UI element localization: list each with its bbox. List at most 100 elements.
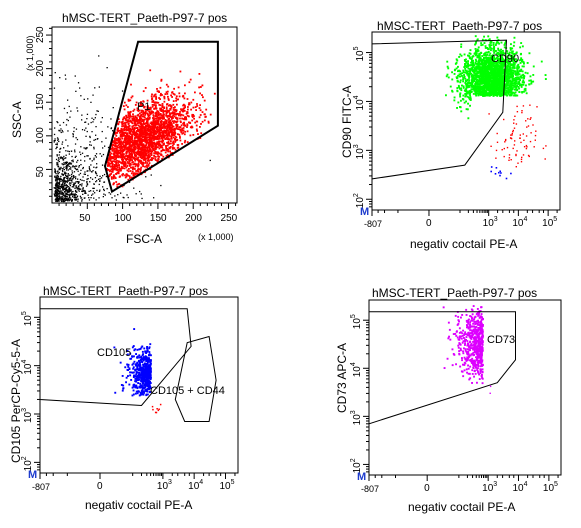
data-point [138, 138, 140, 141]
data-point [515, 59, 518, 62]
data-point [126, 151, 128, 154]
data-point [498, 77, 501, 80]
data-point [170, 105, 172, 107]
data-point [135, 163, 137, 166]
data-point [479, 66, 482, 69]
data-point [489, 74, 492, 77]
data-point [64, 157, 66, 159]
data-point [478, 80, 480, 82]
data-point [146, 123, 149, 126]
data-point [483, 85, 486, 88]
data-point [472, 64, 474, 67]
data-point [148, 140, 151, 143]
data-point [66, 192, 68, 194]
data-point [57, 200, 59, 202]
data-point [133, 145, 136, 148]
data-point [462, 71, 465, 74]
data-point [113, 168, 116, 170]
data-point [175, 139, 177, 142]
data-point [138, 129, 141, 131]
data-point [493, 80, 495, 83]
data-point [153, 124, 155, 126]
data-point [140, 149, 143, 152]
data-point [459, 53, 462, 56]
data-point [496, 63, 498, 65]
data-point [54, 199, 56, 201]
data-point [160, 137, 163, 139]
data-point [146, 105, 149, 107]
data-point [120, 121, 123, 124]
data-point [63, 184, 65, 186]
data-point [72, 161, 74, 163]
data-point [67, 191, 69, 193]
data-point [58, 178, 60, 180]
data-point [115, 149, 118, 152]
data-point [140, 104, 143, 107]
data-point [141, 124, 144, 127]
data-point [144, 126, 147, 129]
data-point [126, 116, 129, 119]
data-point [114, 137, 116, 140]
data-point [121, 185, 124, 188]
data-point [484, 86, 486, 89]
data-point [492, 73, 495, 76]
data-point [141, 127, 144, 130]
data-point [483, 73, 486, 75]
data-point [64, 195, 66, 197]
data-point [137, 128, 139, 131]
data-point [58, 182, 60, 184]
data-point [465, 72, 468, 75]
data-point [489, 89, 491, 92]
data-point [71, 173, 73, 176]
data-point [468, 75, 471, 78]
data-point [131, 135, 133, 138]
data-point [151, 110, 154, 113]
data-point [139, 148, 141, 150]
data-point [522, 81, 525, 84]
data-point [484, 86, 487, 89]
data-point [476, 86, 479, 89]
data-point [56, 176, 58, 178]
data-point [509, 63, 512, 65]
data-point [471, 86, 474, 88]
data-point [468, 90, 471, 92]
data-point [517, 67, 520, 69]
data-point [476, 86, 479, 89]
data-point [499, 76, 502, 79]
data-point [81, 119, 83, 121]
data-point [503, 61, 506, 63]
data-point [133, 120, 136, 122]
data-point [116, 169, 119, 171]
data-point [147, 153, 150, 155]
data-point [71, 155, 73, 158]
data-point [504, 79, 507, 82]
data-point [464, 71, 467, 74]
data-point [502, 51, 505, 54]
data-point [138, 140, 141, 143]
data-point [153, 131, 155, 134]
data-point [171, 96, 173, 98]
data-point [139, 135, 141, 138]
data-point [484, 65, 487, 68]
data-point [137, 133, 139, 136]
data-point [69, 195, 71, 197]
data-point [56, 199, 58, 201]
data-point [55, 194, 57, 197]
data-point [122, 150, 125, 152]
data-point [94, 171, 97, 173]
data-point [156, 153, 159, 155]
data-point [151, 141, 154, 144]
data-point [90, 144, 92, 146]
data-point [453, 96, 456, 99]
data-point [504, 91, 507, 94]
data-point [468, 86, 471, 88]
data-point [147, 146, 149, 149]
data-point [493, 92, 495, 95]
data-point [129, 141, 132, 144]
data-point [518, 69, 521, 72]
data-point [55, 198, 57, 201]
data-point [476, 86, 479, 89]
data-point [151, 158, 154, 161]
data-point [154, 112, 157, 114]
data-point [148, 114, 151, 117]
